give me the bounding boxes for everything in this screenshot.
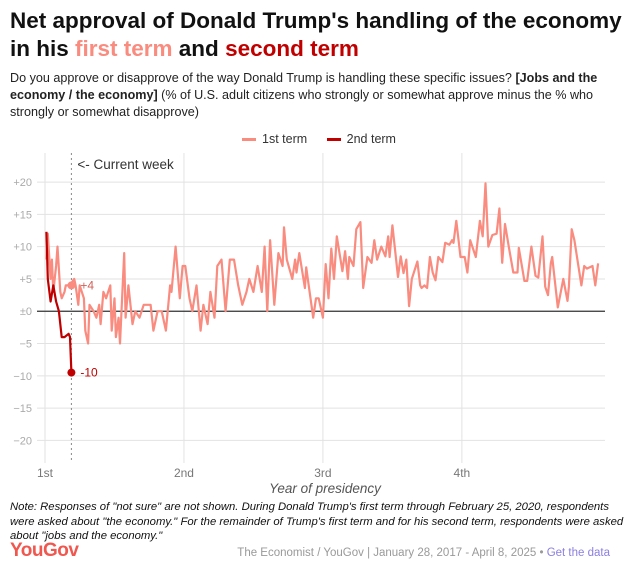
source-text: The Economist / YouGov | January 28, 201… (237, 547, 547, 559)
y-tick-label: −10 (13, 371, 32, 383)
x-tick-label: 4th (454, 466, 471, 480)
y-tick-label: +20 (13, 177, 32, 189)
source-line: The Economist / YouGov | January 28, 201… (237, 547, 610, 559)
legend-swatch-first (242, 138, 256, 142)
chart-subtitle: Do you approve or disapprove of the way … (10, 70, 630, 121)
y-tick-label: −20 (13, 435, 32, 447)
x-axis-title: Year of presidency (269, 481, 382, 496)
x-tick-label: 2nd (174, 466, 194, 480)
get-the-data-link[interactable]: Get the data (546, 547, 610, 559)
subtitle-definition: (% of U.S. adult citizens who strongly o… (10, 88, 594, 119)
line-chart: +20 +15 +10 +5 ±0 −5 −10 −15 −20 1st 2nd 3rd 4th Year… (13, 153, 605, 496)
chart-title: Net approval of Donald Trump's handling … (10, 7, 630, 63)
second-term-end-label: -10 (80, 366, 98, 380)
second-term-line (45, 231, 73, 373)
legend-swatch-second (326, 138, 341, 142)
y-tick-label: +15 (13, 209, 32, 221)
y-tick-label: ±0 (20, 306, 32, 318)
first-term-line (45, 182, 600, 345)
y-tick-label: −15 (13, 403, 32, 415)
note: Note: Responses of "not sure" are not sh… (10, 501, 624, 542)
legend-label: 2nd term (346, 132, 396, 146)
current-week-label: <- Current week (77, 157, 174, 172)
x-tick-label: 1st (37, 466, 54, 480)
first-term-end-point (67, 281, 76, 290)
title-first-term: first term (75, 36, 173, 61)
legend-item-first-term[interactable]: 1st term (242, 132, 307, 146)
title-second-term: second term (225, 36, 359, 61)
second-term-end-point (67, 368, 76, 377)
yougov-logo: YouGov (10, 540, 79, 561)
title-and: and (172, 36, 226, 61)
legend-item-second-term[interactable]: 2nd term (326, 132, 396, 146)
subtitle-bold: [Jobs and the economy / the economy] (10, 71, 598, 102)
y-tick-label: −5 (19, 339, 32, 351)
y-tick-label: +10 (13, 242, 32, 254)
subtitle-question: Do you approve or disapprove of the way … (10, 71, 516, 85)
x-tick-label: 3rd (314, 466, 331, 480)
legend-label: 1st term (262, 132, 308, 146)
title-text: Net approval of Donald Trump's handling … (10, 8, 622, 61)
first-term-end-label: +4 (80, 278, 94, 292)
legend: 1st term 2nd term (0, 132, 638, 146)
y-tick-label: +5 (19, 274, 32, 286)
